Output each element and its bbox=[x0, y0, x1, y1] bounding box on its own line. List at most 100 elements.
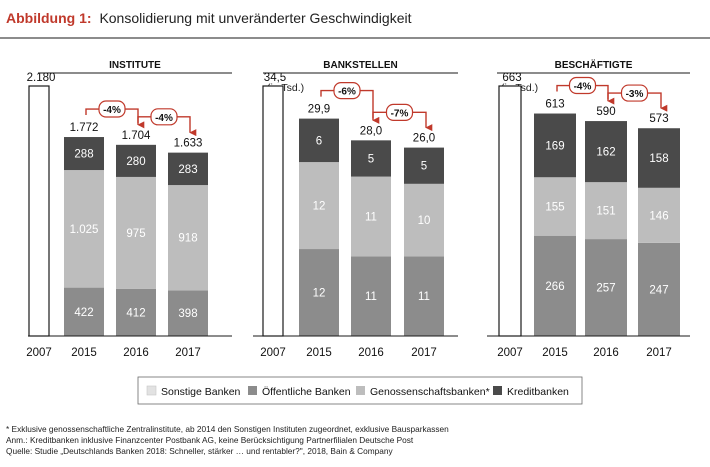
bar-segment bbox=[404, 256, 444, 336]
footnote: Quelle: Studie „Deutschlands Banken 2018… bbox=[6, 446, 394, 456]
total-label: 590 bbox=[596, 106, 615, 118]
bar-segment bbox=[299, 249, 339, 336]
figure-title-text: Konsolidierung mit unveränderter Geschwi… bbox=[99, 10, 411, 26]
total-label: 34,5 bbox=[264, 72, 286, 84]
legend-label: Genossenschaftsbanken* bbox=[370, 386, 490, 398]
year-label: 2007 bbox=[497, 347, 523, 359]
legend-label: Sonstige Banken bbox=[161, 386, 241, 398]
year-label: 2007 bbox=[260, 347, 286, 359]
legend-label: Kreditbanken bbox=[507, 386, 569, 398]
bar-segment bbox=[585, 121, 627, 183]
segment-label: 11 bbox=[365, 211, 377, 223]
total-label: 28,0 bbox=[360, 125, 382, 137]
legend-swatch bbox=[356, 386, 365, 395]
segment-label: 257 bbox=[596, 283, 615, 295]
year-label: 2007 bbox=[26, 347, 52, 359]
total-label: 2.180 bbox=[27, 72, 56, 84]
segment-label: 169 bbox=[545, 140, 564, 152]
footnote: Anm.: Kreditbanken inklusive Finanzcente… bbox=[6, 435, 414, 445]
bar-segment bbox=[116, 144, 156, 177]
total-label: 1.633 bbox=[174, 138, 203, 150]
panel-title: BESCHÄFTIGTE bbox=[555, 58, 633, 71]
bar-segment bbox=[168, 185, 208, 291]
bar-segment bbox=[299, 118, 339, 163]
change-label: -6% bbox=[338, 87, 356, 98]
segment-label: 10 bbox=[418, 215, 431, 227]
bar-segment bbox=[585, 182, 627, 240]
bar-segment bbox=[404, 183, 444, 257]
change-label: -4% bbox=[103, 105, 121, 116]
segment-label: 11 bbox=[418, 291, 430, 303]
bar-segment bbox=[64, 137, 104, 171]
bar-segment bbox=[404, 147, 444, 184]
bar-segment bbox=[64, 170, 104, 288]
change-badge bbox=[98, 100, 126, 118]
bar-segment bbox=[351, 176, 391, 257]
bar-2007 bbox=[262, 85, 284, 337]
chart-panel-2: BANKSTELLEN(in Tsd.)34,520071212629,9201… bbox=[253, 60, 458, 359]
segment-label: 288 bbox=[74, 149, 93, 161]
bar-2007 bbox=[498, 85, 522, 337]
bar-segment bbox=[116, 176, 156, 289]
figure-title: Abbildung 1: Konsolidierung mit unveränd… bbox=[6, 10, 412, 26]
segment-label: 398 bbox=[178, 308, 197, 320]
segment-label: 11 bbox=[365, 291, 377, 303]
legend-label: Öffentliche Banken bbox=[262, 386, 351, 398]
total-label: 26,0 bbox=[413, 133, 435, 145]
legend-swatch bbox=[493, 386, 502, 395]
segment-label: 283 bbox=[178, 164, 197, 176]
footnote: * Exklusive genossenschaftliche Zentrali… bbox=[6, 424, 449, 434]
change-badge bbox=[333, 82, 361, 100]
segment-label: 5 bbox=[368, 153, 374, 165]
year-label: 2016 bbox=[123, 347, 149, 359]
change-badge bbox=[568, 76, 597, 95]
segment-label: 422 bbox=[74, 307, 93, 319]
year-label: 2016 bbox=[358, 347, 384, 359]
panel-title: INSTITUTE bbox=[109, 60, 161, 71]
segment-label: 247 bbox=[649, 284, 668, 296]
change-label: -3% bbox=[626, 89, 644, 100]
chart-panel-3: BESCHÄFTIGTE(in Tsd.)6632007266155169613… bbox=[487, 58, 690, 359]
segment-label: 151 bbox=[596, 206, 615, 218]
segment-label: 5 bbox=[421, 161, 427, 173]
year-label: 2017 bbox=[646, 347, 672, 359]
total-label: 1.704 bbox=[122, 130, 151, 142]
bar-2007 bbox=[28, 85, 50, 337]
change-badge bbox=[385, 103, 414, 121]
segment-label: 12 bbox=[313, 201, 326, 213]
bar-segment bbox=[299, 162, 339, 250]
legend-swatch bbox=[146, 385, 157, 396]
year-label: 2017 bbox=[175, 347, 201, 359]
bar-segment bbox=[585, 239, 627, 336]
change-label: -7% bbox=[391, 108, 409, 119]
year-label: 2015 bbox=[71, 347, 97, 359]
total-label: 1.772 bbox=[70, 122, 99, 134]
bar-segment bbox=[638, 128, 680, 188]
change-label: -4% bbox=[574, 82, 592, 93]
bar-segment bbox=[351, 256, 391, 336]
bar-segment bbox=[351, 140, 391, 177]
segment-label: 155 bbox=[545, 201, 564, 213]
total-label: 663 bbox=[502, 72, 521, 84]
bar-segment bbox=[534, 177, 576, 236]
bar-segment bbox=[168, 290, 208, 336]
segment-label: 6 bbox=[316, 135, 322, 147]
bar-segment bbox=[638, 187, 680, 243]
year-label: 2016 bbox=[593, 347, 619, 359]
bar-segment bbox=[534, 113, 576, 178]
bar-segment bbox=[116, 288, 156, 336]
segment-label: 158 bbox=[649, 153, 668, 165]
change-label: -4% bbox=[155, 113, 173, 124]
legend-swatch bbox=[248, 386, 257, 395]
bar-segment bbox=[64, 287, 104, 336]
bar-segment bbox=[534, 235, 576, 336]
segment-label: 1.025 bbox=[70, 224, 99, 236]
year-label: 2015 bbox=[306, 347, 332, 359]
change-badge bbox=[620, 84, 649, 102]
segment-label: 412 bbox=[126, 307, 145, 319]
chart-panels: INSTITUTE 2.180 2007 422 1.025 288 1.772 2015 41… bbox=[26, 58, 690, 359]
segment-label: 162 bbox=[596, 147, 615, 159]
chart-panel-1: INSTITUTE 2.180 2007 422 1.025 288 1.772 2015 41… bbox=[26, 60, 232, 359]
total-label: 573 bbox=[649, 113, 668, 125]
